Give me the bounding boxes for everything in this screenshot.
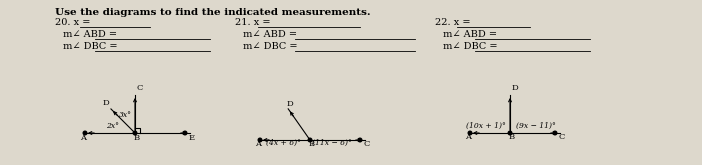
Text: D: D — [102, 99, 110, 107]
Text: m∠ DBC =: m∠ DBC = — [443, 42, 498, 51]
Text: m∠ ABD =: m∠ ABD = — [443, 30, 497, 39]
Text: 22. x =: 22. x = — [435, 18, 470, 27]
Text: m∠ ABD =: m∠ ABD = — [243, 30, 297, 39]
Text: 2x°: 2x° — [107, 122, 119, 130]
Text: 3x°: 3x° — [119, 111, 131, 119]
Text: A: A — [255, 140, 261, 148]
Text: (11x − 6)°: (11x − 6)° — [312, 139, 352, 147]
Text: C: C — [364, 140, 370, 148]
Text: C: C — [137, 84, 143, 92]
Text: B: B — [134, 134, 140, 142]
Text: (10x + 1)°: (10x + 1)° — [466, 122, 506, 130]
Circle shape — [308, 138, 312, 142]
Circle shape — [468, 131, 472, 135]
Text: D: D — [512, 84, 518, 92]
Circle shape — [258, 138, 262, 142]
Circle shape — [84, 131, 87, 135]
Text: A: A — [80, 134, 86, 142]
Circle shape — [358, 138, 362, 142]
Text: A: A — [465, 133, 471, 141]
Text: Use the diagrams to find the indicated measurements.: Use the diagrams to find the indicated m… — [55, 8, 371, 17]
Text: (9x − 11)°: (9x − 11)° — [516, 122, 556, 130]
Text: B: B — [509, 133, 515, 141]
Text: B: B — [309, 140, 315, 148]
Text: m∠ DBC =: m∠ DBC = — [63, 42, 117, 51]
Text: D: D — [287, 100, 293, 108]
Text: m∠ DBC =: m∠ DBC = — [243, 42, 298, 51]
Text: (4x + 6)°: (4x + 6)° — [265, 139, 300, 147]
Text: 21. x =: 21. x = — [235, 18, 270, 27]
Text: C: C — [559, 133, 565, 141]
Circle shape — [553, 131, 557, 135]
Circle shape — [133, 131, 137, 135]
Circle shape — [183, 131, 187, 135]
Circle shape — [508, 131, 512, 135]
Text: m∠ ABD =: m∠ ABD = — [63, 30, 117, 39]
Text: E: E — [189, 134, 195, 142]
Text: 20. x =: 20. x = — [55, 18, 91, 27]
